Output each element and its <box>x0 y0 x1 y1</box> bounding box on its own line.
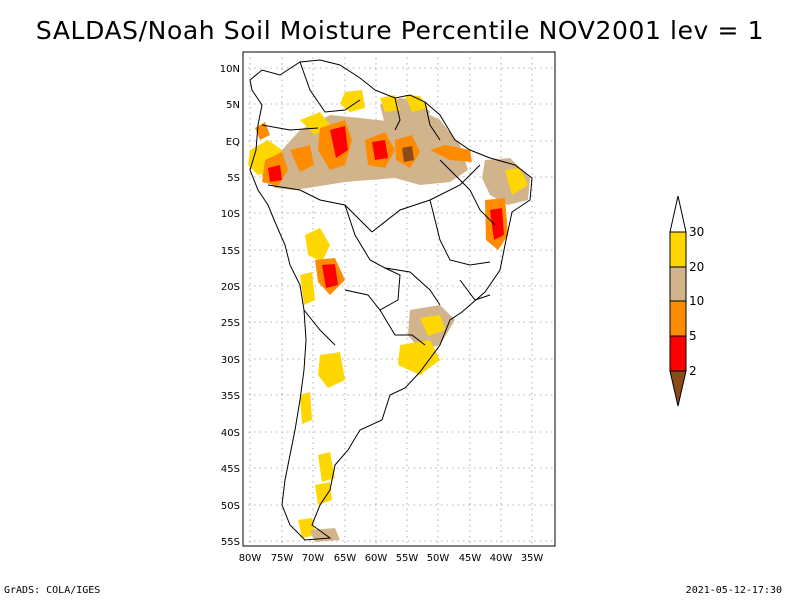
lon-label-75w: 75W <box>271 553 294 564</box>
coastline <box>249 59 533 541</box>
lat-label-20s: 20S <box>221 282 240 293</box>
percentile-shading <box>248 90 530 542</box>
map-title: SALDAS/Noah Soil Moisture Percentile NOV… <box>35 16 765 45</box>
footer-timestamp: 2021-05-12-17:30 <box>685 585 782 596</box>
lon-label-35w: 35W <box>521 553 544 564</box>
lat-label-35s: 35S <box>221 391 240 402</box>
lon-label-80w: 80W <box>239 553 262 564</box>
lon-axis: 80W 75W 70W 65W 60W 55W 50W 45W 40W 35W <box>239 553 544 564</box>
map-panel <box>242 51 556 547</box>
lat-label-55s: 55S <box>221 537 240 548</box>
colorbar-label-30: 30 <box>689 225 704 239</box>
lon-label-40w: 40W <box>490 553 513 564</box>
footer-credit: GrADS: COLA/IGES <box>4 585 101 596</box>
lat-label-5s: 5S <box>227 173 240 184</box>
colorbar-label-5: 5 <box>689 329 697 343</box>
colorbar-segment-10-20 <box>669 266 687 302</box>
lat-label-40s: 40S <box>221 428 240 439</box>
lat-label-15s: 15S <box>221 246 240 257</box>
lon-label-70w: 70W <box>302 553 325 564</box>
colorbar-segment-gt30 <box>669 195 687 233</box>
colorbar-label-10: 10 <box>689 294 704 308</box>
lat-label-eq: EQ <box>226 137 240 148</box>
colorbar-segment-5-10 <box>669 300 687 337</box>
colorbar-label-20: 20 <box>689 260 704 274</box>
lat-label-45s: 45S <box>221 464 240 475</box>
lat-label-5n: 5N <box>226 100 240 111</box>
lat-axis: 10N 5N EQ 5S 10S 15S 20S 25S 30S 35S 40S… <box>220 64 240 548</box>
lat-label-10s: 10S <box>221 209 240 220</box>
lon-label-55w: 55W <box>396 553 419 564</box>
lon-label-45w: 45W <box>459 553 482 564</box>
lat-label-30s: 30S <box>221 355 240 366</box>
lon-label-65w: 65W <box>334 553 357 564</box>
colorbar: 2 5 10 20 30 <box>669 195 704 407</box>
lon-label-50w: 50W <box>427 553 450 564</box>
lon-label-60w: 60W <box>365 553 388 564</box>
colorbar-segment-lt2 <box>669 370 687 407</box>
colorbar-segment-2-5 <box>669 335 687 372</box>
colorbar-segment-20-30 <box>669 231 687 268</box>
lat-label-50s: 50S <box>221 501 240 512</box>
colorbar-label-2: 2 <box>689 364 697 378</box>
lat-label-10n: 10N <box>220 64 240 75</box>
lat-label-25s: 25S <box>221 318 240 329</box>
